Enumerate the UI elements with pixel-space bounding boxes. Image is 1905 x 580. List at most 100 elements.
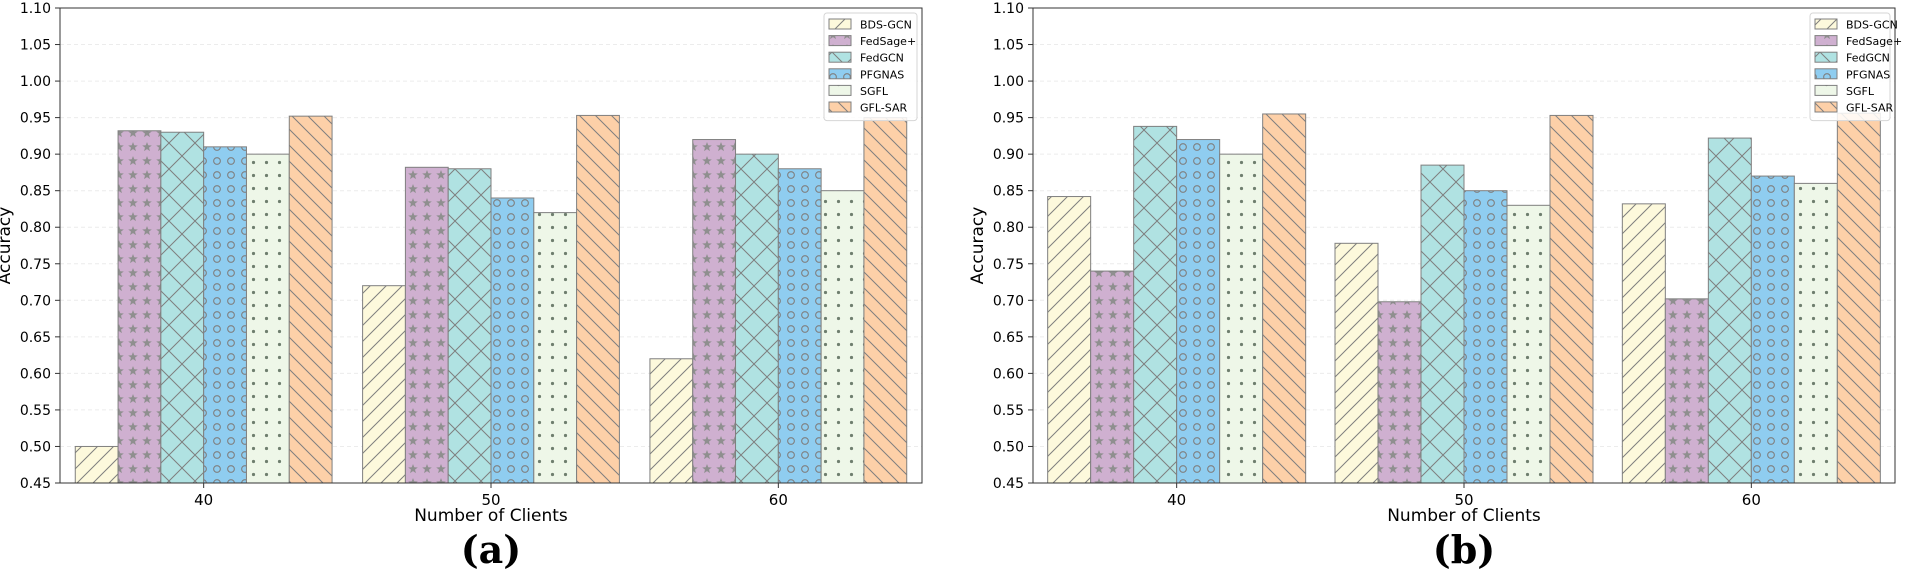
y-tick-label: 0.95 — [20, 111, 51, 127]
y-tick-label: 0.50 — [20, 439, 51, 455]
bar-fedgcn-60 — [735, 153, 779, 484]
bar-fedgcn-40 — [160, 131, 205, 484]
x-axis-label: Number of Clients — [414, 506, 568, 526]
legend-label: FedGCN — [860, 52, 904, 65]
panel-label: (a) — [461, 527, 522, 572]
x-tick-label: 50 — [481, 491, 500, 509]
bar-fedgcn-60 — [1707, 137, 1752, 484]
bar-gfl-sar-60 — [1836, 112, 1881, 484]
y-tick-label: 0.80 — [993, 220, 1024, 236]
legend-label: FedSage+ — [860, 35, 916, 48]
legend: BDS-GCN FedSage+ FedGCN PFGNAS SGFL GFL-SAR — [823, 12, 918, 122]
y-tick-label: 0.85 — [20, 184, 51, 200]
bar-gfl-sar-50 — [1549, 114, 1594, 484]
x-axis-label: Number of Clients — [1387, 506, 1541, 526]
bar-bds-gcn-50 — [362, 285, 406, 484]
x-tick-label: 60 — [1742, 491, 1761, 509]
bar-pfgnas-40 — [203, 146, 247, 484]
axes-frame — [59, 7, 923, 484]
bar-sgfl-50 — [1506, 204, 1551, 484]
y-tick-label: 0.45 — [993, 476, 1024, 492]
y-tick-label: 0.65 — [993, 330, 1024, 346]
y-tick-label: 0.55 — [993, 403, 1024, 419]
chart-panel-b: 0.45 0.50 0.55 0.60 0.65 0.70 0.75 0.80 0.85 0.90… — [968, 1, 1902, 572]
y-tick-label: 0.65 — [20, 330, 51, 346]
bar-gfl-sar-40 — [1262, 113, 1307, 484]
chart-panel-a: 0.45 0.50 0.55 0.60 0.65 0.70 0.75 0.80 0.85 0.90… — [0, 1, 923, 572]
y-tick-label: 0.90 — [20, 147, 51, 163]
legend-label: FedGCN — [1846, 52, 1890, 65]
legend-label: SGFL — [860, 85, 889, 98]
bar-fedsage--60 — [1664, 298, 1709, 484]
bar-bds-gcn-60 — [1621, 203, 1666, 484]
bar-fedsage--40 — [117, 130, 162, 484]
x-tick-label: 60 — [769, 491, 788, 509]
legend-label: SGFL — [1846, 85, 1875, 98]
legend-label: BDS-GCN — [860, 19, 912, 32]
bar-pfgnas-60 — [777, 168, 822, 484]
legend-swatch — [828, 68, 852, 80]
bar-sgfl-60 — [820, 190, 865, 484]
y-tick-label: 0.60 — [993, 366, 1024, 382]
legend-swatch — [1814, 18, 1838, 30]
legend-swatch — [828, 18, 852, 30]
bar-fedsage--50 — [1377, 301, 1422, 484]
legend-swatch — [828, 35, 852, 47]
y-tick-label: 1.00 — [20, 74, 51, 90]
legend-swatch — [828, 101, 852, 113]
y-tick-label: 1.10 — [993, 1, 1024, 17]
y-tick-label: 0.60 — [20, 366, 51, 382]
legend-swatch — [1814, 35, 1838, 47]
bar-bds-gcn-40 — [74, 445, 119, 484]
legend-label: PFGNAS — [1846, 68, 1890, 81]
y-tick-label: 0.50 — [993, 439, 1024, 455]
bar-bds-gcn-60 — [649, 358, 694, 484]
bar-pfgnas-50 — [490, 197, 535, 484]
y-axis-label: Accuracy — [0, 207, 15, 285]
legend-label: GFL-SAR — [860, 102, 907, 115]
legend-swatch — [1814, 51, 1838, 63]
x-tick-label: 40 — [1167, 491, 1186, 509]
legend-label: FedSage+ — [1846, 35, 1902, 48]
bar-sgfl-60 — [1793, 182, 1838, 484]
bar-bds-gcn-50 — [1334, 242, 1379, 484]
bar-bds-gcn-40 — [1047, 196, 1092, 484]
panel-label: (b) — [1433, 527, 1496, 572]
legend-label: BDS-GCN — [1846, 19, 1898, 32]
legend-label: GFL-SAR — [1846, 102, 1893, 115]
y-tick-label: 1.05 — [20, 38, 51, 54]
legend-swatch — [1814, 101, 1838, 113]
bar-sgfl-40 — [245, 153, 290, 484]
bar-fedsage--40 — [1090, 270, 1135, 484]
bar-fedgcn-40 — [1133, 125, 1178, 484]
x-tick-label: 40 — [194, 491, 213, 509]
y-tick-label: 0.95 — [993, 111, 1024, 127]
y-tick-label: 0.80 — [20, 220, 51, 236]
y-tick-label: 0.55 — [20, 403, 51, 419]
y-tick-label: 0.75 — [993, 257, 1024, 273]
bar-fedsage--60 — [692, 139, 737, 484]
y-tick-label: 0.45 — [20, 476, 51, 492]
legend: BDS-GCN FedSage+ FedGCN PFGNAS SGFL GFL-SAR — [1809, 12, 1902, 122]
y-tick-label: 0.70 — [993, 293, 1024, 309]
legend-swatch — [828, 51, 852, 63]
bar-pfgnas-50 — [1463, 190, 1508, 484]
y-tick-label: 1.05 — [993, 38, 1024, 54]
bar-pfgnas-40 — [1176, 139, 1221, 484]
bar-gfl-sar-60 — [863, 117, 908, 484]
legend-swatch — [1814, 84, 1838, 96]
legend-swatch — [1814, 68, 1838, 80]
bar-fedsage--50 — [404, 166, 449, 484]
bar-sgfl-40 — [1219, 153, 1264, 484]
y-tick-label: 1.00 — [993, 74, 1024, 90]
bar-gfl-sar-40 — [288, 115, 333, 484]
y-tick-label: 0.90 — [993, 147, 1024, 163]
legend-label: PFGNAS — [860, 68, 904, 81]
legend-swatch — [828, 84, 852, 96]
bar-pfgnas-60 — [1750, 175, 1795, 484]
bar-gfl-sar-50 — [576, 114, 620, 484]
bar-sgfl-50 — [533, 212, 578, 484]
y-tick-label: 1.10 — [20, 1, 51, 17]
bar-fedgcn-50 — [447, 168, 492, 484]
